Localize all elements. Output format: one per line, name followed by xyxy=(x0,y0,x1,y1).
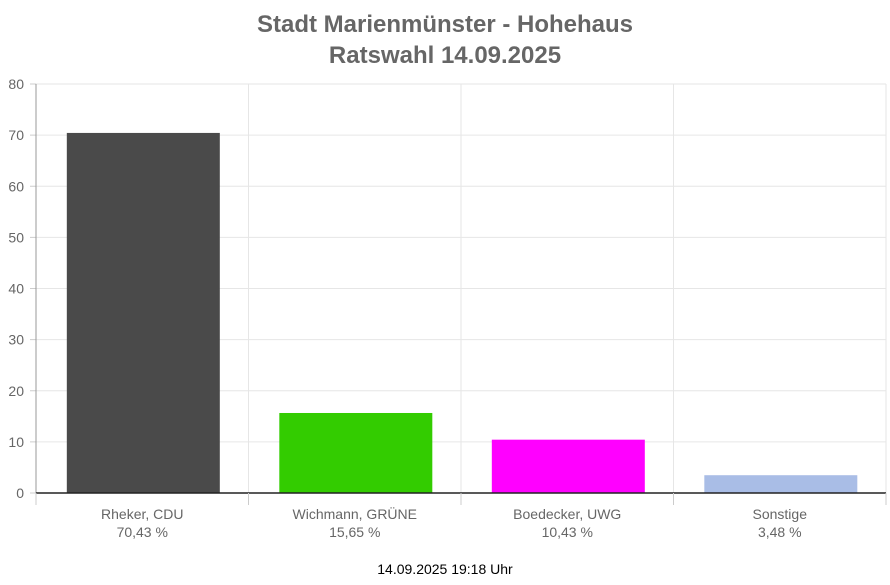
value-label: 15,65 % xyxy=(329,524,380,540)
y-tick-label: 70 xyxy=(8,127,24,143)
category-label: Rheker, CDU xyxy=(101,506,183,522)
chart-title-line-1: Stadt Marienmünster - Hohehaus xyxy=(256,11,634,38)
category-label: Boedecker, UWG xyxy=(513,506,621,522)
value-label: 10,43 % xyxy=(542,524,593,540)
value-label: 3,48 % xyxy=(758,524,802,540)
value-label: 70,43 % xyxy=(117,524,168,540)
y-tick-label: 0 xyxy=(16,485,24,501)
y-tick-label: 40 xyxy=(8,281,24,297)
bar-3 xyxy=(491,439,645,493)
y-tick-label: 20 xyxy=(8,383,24,399)
y-tick-label: 30 xyxy=(8,332,24,348)
category-label: Sonstige xyxy=(753,506,808,522)
bar-2 xyxy=(279,412,433,493)
chart-title-line-2: Ratswahl 14.09.2025 xyxy=(328,42,562,69)
y-tick-label: 50 xyxy=(8,229,24,245)
timestamp: 14.09.2025 19:18 Uhr xyxy=(377,561,513,577)
y-tick-label: 60 xyxy=(8,178,24,194)
bar-4 xyxy=(704,475,858,493)
y-tick-label: 10 xyxy=(8,434,24,450)
y-tick-label: 80 xyxy=(8,76,24,92)
bar-1 xyxy=(66,132,220,493)
category-label: Wichmann, GRÜNE xyxy=(293,505,417,522)
